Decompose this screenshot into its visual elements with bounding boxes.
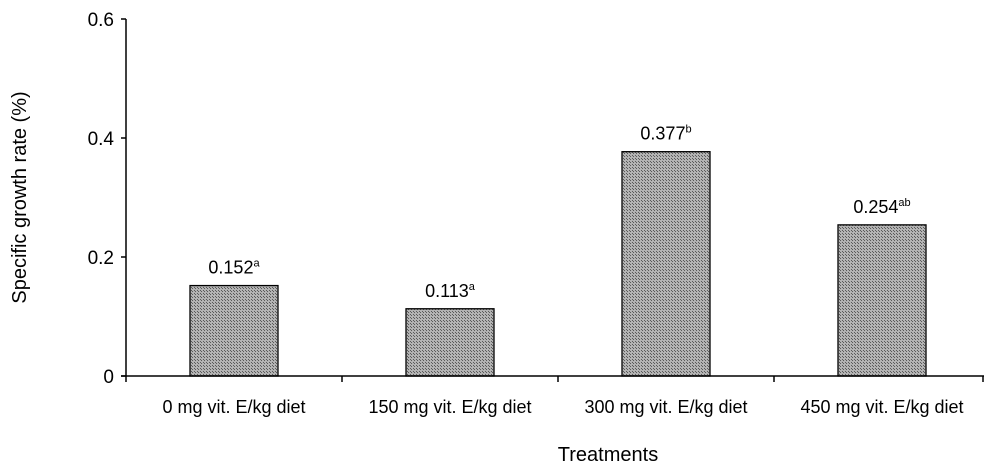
category-label: 0 mg vit. E/kg diet xyxy=(162,397,305,417)
data-label: 0.377b xyxy=(640,124,691,144)
category-label: 150 mg vit. E/kg diet xyxy=(368,397,531,417)
y-axis-title: Specific growth rate (%) xyxy=(9,91,31,303)
bar xyxy=(621,151,711,377)
bar xyxy=(189,284,279,377)
data-label: 0.152a xyxy=(208,258,260,278)
category-label: 300 mg vit. E/kg diet xyxy=(584,397,747,417)
y-tick-label: 0 xyxy=(103,367,114,388)
y-tick-label: 0.2 xyxy=(88,248,114,269)
category-label: 450 mg vit. E/kg diet xyxy=(800,397,963,417)
data-label: 0.113a xyxy=(425,281,476,301)
y-tick-label: 0.4 xyxy=(88,129,115,150)
x-axis-title: Treatments xyxy=(558,444,658,466)
bar xyxy=(837,224,927,377)
y-tick-label: 0.6 xyxy=(88,10,114,31)
bar xyxy=(405,308,495,377)
plot-area: 0.152a 0 mg vit. E/kg diet 0.113a 150 mg vi… xyxy=(88,10,984,417)
data-label: 0.254ab xyxy=(853,197,910,217)
